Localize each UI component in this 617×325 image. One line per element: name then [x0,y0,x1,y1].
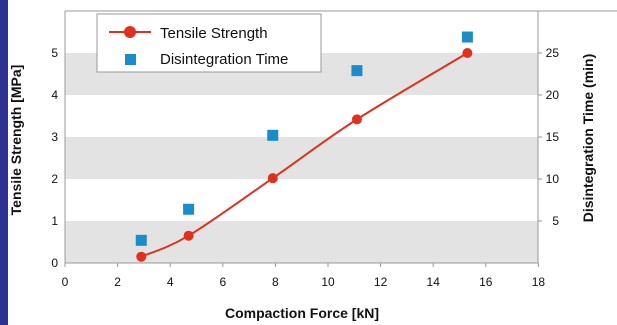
y-left-tick-labels: 0 1 2 3 4 5 [51,46,58,270]
x-tick-label: 16 [479,275,493,289]
x-tick-label: 14 [427,275,441,289]
legend-tensile-label: Tensile Strength [160,25,268,42]
x-tick-label: 8 [272,275,279,289]
legend-tensile-marker [124,26,136,38]
y-right-tick-label: 5 [552,214,559,228]
y-left-tick-label: 4 [51,88,58,102]
legend: Tensile Strength Disintegration Time [96,13,322,73]
disintegration-time-point [267,129,279,141]
y-right-tick-labels: 5 10 15 20 25 [538,46,559,228]
series-marks [135,31,473,262]
y-right-axis-label: Disintegration Time (min) [580,54,596,223]
disintegration-time-point [183,203,195,215]
x-tick-label: 6 [219,275,226,289]
x-tick-label: 10 [321,275,335,289]
disintegration-time-point [135,234,147,246]
y-left-tick-label: 1 [51,214,58,228]
tensile-strength-point [462,48,473,58]
y-right-tick-label: 10 [546,172,560,186]
y-left-axis-label: Tensile Strength [MPa] [8,65,24,216]
y-right-tick-label: 20 [546,88,560,102]
x-tick-label: 18 [532,275,546,289]
accent-bar [0,0,8,325]
y-left-tick-label: 3 [51,130,58,144]
y-left-tick-label: 5 [51,46,58,60]
x-tick-label: 0 [62,275,69,289]
y-right-tick-label: 25 [546,46,560,60]
tensile-strength-point [267,173,278,184]
tensile-strength-line [140,52,468,258]
x-axis-label: Compaction Force [kN] [225,305,379,321]
y-left-tick-label: 0 [51,256,58,270]
tensile-strength-point [183,230,194,241]
x-tick-label: 4 [167,275,174,289]
legend-disintegration-label: Disintegration Time [160,51,288,68]
x-tick-label: 12 [374,275,388,289]
y-left-tick-label: 2 [51,172,58,186]
disintegration-time-point [351,65,363,77]
tensile-strength-point [136,251,147,262]
tensile-strength-point [351,114,362,125]
legend-disintegration-marker [125,54,136,65]
y-right-tick-label: 15 [546,130,560,144]
x-tick-labels: 0 2 4 6 8 10 12 14 16 18 [62,263,546,289]
disintegration-time-point [461,31,473,43]
x-tick-label: 2 [114,275,121,289]
